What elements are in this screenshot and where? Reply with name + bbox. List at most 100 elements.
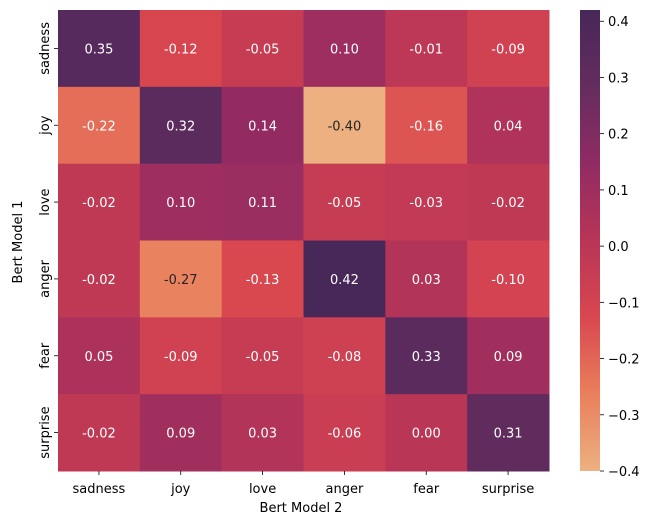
heatmap-cell xyxy=(467,317,550,395)
cell-value-label: -0.22 xyxy=(82,119,116,134)
y-tick-label: sadness xyxy=(38,22,53,75)
colorbar-tick-label: 0.2 xyxy=(608,128,629,143)
cell-value-label: -0.12 xyxy=(164,42,198,57)
heatmap-cell xyxy=(58,163,141,241)
cell-value-label: -0.40 xyxy=(328,119,362,134)
cell-value-label: -0.05 xyxy=(246,350,280,365)
cell-value-label: 0.11 xyxy=(248,196,277,211)
cell-value-label: 0.03 xyxy=(248,427,277,442)
cell-value-label: 0.31 xyxy=(494,427,523,442)
cell-value-label: 0.32 xyxy=(166,119,195,134)
cell-value-label: 0.09 xyxy=(166,427,195,442)
heatmap-cell xyxy=(467,163,550,241)
cell-value-label: -0.03 xyxy=(409,196,443,211)
heatmap-cell xyxy=(58,10,141,88)
heatmap-cell xyxy=(139,163,223,241)
heatmap-cell xyxy=(303,86,386,165)
heatmap-cell xyxy=(385,10,468,88)
cell-value-label: 0.35 xyxy=(84,42,113,57)
heatmap-cell xyxy=(303,163,386,241)
heatmap-cell xyxy=(221,163,304,241)
y-tick-label: joy xyxy=(38,115,53,136)
colorbar xyxy=(580,10,600,471)
cell-value-label: -0.16 xyxy=(409,119,443,134)
colorbar-tick-label: 0.4 xyxy=(608,15,629,30)
cell-value-label: -0.05 xyxy=(328,196,362,211)
colorbar-tick-label: −0.1 xyxy=(608,296,640,311)
colorbar-tick-label: −0.3 xyxy=(608,409,640,424)
heatmap-cell xyxy=(467,86,550,165)
heatmap-cell xyxy=(139,240,223,318)
heatmap-cell xyxy=(221,317,304,395)
heatmap-cell xyxy=(467,10,550,88)
heatmap-cell xyxy=(303,240,386,318)
cell-value-label: -0.06 xyxy=(328,427,362,442)
colorbar-tick-label: −0.2 xyxy=(608,353,640,368)
heatmap-cell xyxy=(303,394,386,472)
heatmap-cell xyxy=(58,317,141,395)
colorbar-ticks: −0.4 −0.3 −0.2 −0.1 0.0 0.1 0.2 0.3 0.4 xyxy=(600,15,640,480)
y-tick-label: fear xyxy=(38,342,53,369)
cell-value-label: -0.27 xyxy=(164,273,198,288)
heatmap-cell xyxy=(385,394,468,472)
x-tick-label: surprise xyxy=(482,482,534,497)
heatmap-cell xyxy=(385,317,468,395)
heatmap-cell xyxy=(58,394,141,472)
cell-value-label: 0.09 xyxy=(494,350,523,365)
cell-value-label: 0.05 xyxy=(84,350,113,365)
cell-value-label: -0.09 xyxy=(491,42,525,57)
x-tick-label: anger xyxy=(326,482,364,497)
cell-value-label: -0.13 xyxy=(246,273,280,288)
cell-value-label: -0.09 xyxy=(164,350,198,365)
heatmap-cell xyxy=(221,240,304,318)
cell-value-label: 0.10 xyxy=(330,42,359,57)
heatmap-cell xyxy=(385,163,468,241)
heatmap-cell xyxy=(303,317,386,395)
y-axis-ticks: sadness joy love anger fear surprise xyxy=(38,22,58,459)
cell-value-label: -0.02 xyxy=(491,196,525,211)
x-tick-label: fear xyxy=(413,482,440,497)
y-axis-label: Bert Model 1 xyxy=(11,201,26,284)
heatmap-cell xyxy=(139,10,223,88)
colorbar-tick-label: 0.3 xyxy=(608,71,629,86)
x-axis-label: Bert Model 2 xyxy=(260,501,343,516)
x-tick-label: sadness xyxy=(73,482,126,497)
cell-value-label: -0.02 xyxy=(82,273,116,288)
heatmap-cell xyxy=(58,240,141,318)
y-tick-label: anger xyxy=(38,259,53,297)
x-tick-label: love xyxy=(249,482,276,497)
heatmap-cell xyxy=(467,240,550,318)
y-tick-label: surprise xyxy=(38,406,53,458)
heatmap-cell xyxy=(139,394,223,472)
heatmap-cell xyxy=(385,86,468,165)
heatmap-cell xyxy=(303,10,386,88)
colorbar-tick-label: −0.4 xyxy=(608,465,640,480)
heatmap-cells: 0.35 -0.12 -0.05 0.10 -0.01 -0.09 -0.22 0.32 0.1… xyxy=(58,10,550,472)
heatmap-cell xyxy=(139,86,223,165)
cell-value-label: 0.10 xyxy=(166,196,195,211)
cell-value-label: -0.02 xyxy=(82,196,116,211)
cell-value-label: -0.05 xyxy=(246,42,280,57)
heatmap-cell xyxy=(385,240,468,318)
heatmap-cell xyxy=(221,86,304,165)
cell-value-label: 0.14 xyxy=(248,119,277,134)
colorbar-tick-label: 0.0 xyxy=(608,240,629,255)
cell-value-label: -0.08 xyxy=(328,350,362,365)
x-axis-ticks: sadness joy love anger fear surprise xyxy=(73,471,534,497)
cell-value-label: -0.01 xyxy=(409,42,443,57)
colorbar-tick-label: 0.1 xyxy=(608,184,629,199)
y-tick-label: love xyxy=(38,188,53,215)
cell-value-label: -0.10 xyxy=(491,273,525,288)
cell-value-label: -0.02 xyxy=(82,427,116,442)
heatmap-cell xyxy=(139,317,223,395)
cell-value-label: 0.04 xyxy=(494,119,523,134)
cell-value-label: 0.00 xyxy=(412,427,441,442)
heatmap-cell xyxy=(467,394,550,472)
heatmap-cell xyxy=(221,394,304,472)
heatmap-cell xyxy=(221,10,304,88)
x-tick-label: joy xyxy=(170,482,191,497)
heatmap-cell xyxy=(58,86,141,165)
cell-value-label: 0.42 xyxy=(330,273,359,288)
cell-value-label: 0.03 xyxy=(412,273,441,288)
